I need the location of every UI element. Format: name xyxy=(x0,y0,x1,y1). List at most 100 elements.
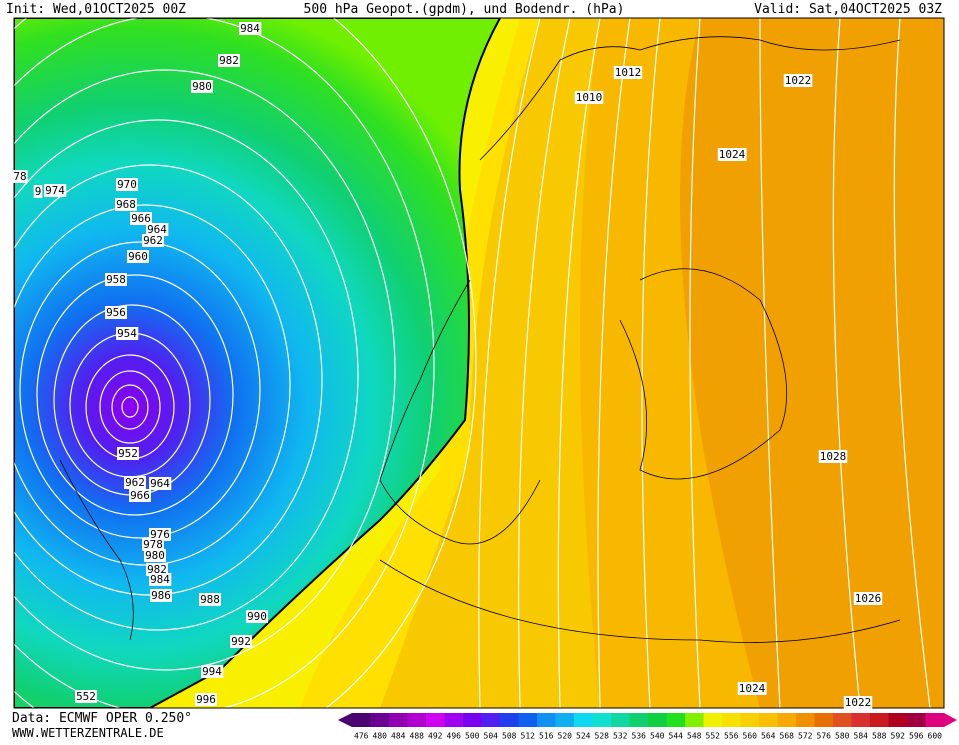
isobar-label: 990 xyxy=(247,610,267,623)
colorbar-swatch xyxy=(518,713,538,727)
colorbar-label: 516 xyxy=(539,732,554,741)
colorbar-swatch xyxy=(537,713,556,727)
colorbar-label: 596 xyxy=(909,732,924,741)
isobar-label: 960 xyxy=(128,250,148,263)
colorbar-swatch xyxy=(740,713,760,727)
label-box xyxy=(44,184,67,197)
label-box xyxy=(717,148,747,161)
isobar-label: 986 xyxy=(151,589,171,602)
valid-time: Valid: Sat,04OCT2025 03Z xyxy=(754,2,942,17)
label-box xyxy=(246,610,268,623)
colorbar-label: 544 xyxy=(669,732,684,741)
isobar-label: 970 xyxy=(117,178,137,191)
isobar-label: 962 xyxy=(143,234,163,247)
colorbar-label: 492 xyxy=(428,732,443,741)
label-box xyxy=(33,185,43,198)
colorbar-swatch xyxy=(574,713,593,727)
colorbar-swatch xyxy=(648,713,667,727)
map-title: 500 hPa Geopot.(gpdm), und Bodendr. (hPa… xyxy=(304,2,625,17)
colorbar-swatch xyxy=(722,713,741,727)
isobar-label: 962 xyxy=(125,476,145,489)
isobar-label: 1024 xyxy=(719,148,746,161)
colorbar-swatch xyxy=(481,713,501,727)
colorbar-label: 500 xyxy=(465,732,480,741)
colorbar-swatch xyxy=(592,713,612,727)
colorbar-label: 548 xyxy=(687,732,702,741)
colorbar-label: 580 xyxy=(835,732,850,741)
isobar-label: 966 xyxy=(131,212,151,225)
label-box xyxy=(124,476,146,489)
colorbar-swatch xyxy=(888,713,908,727)
label-box xyxy=(149,528,171,541)
isobar-label: 1012 xyxy=(615,66,642,79)
label-box xyxy=(105,273,127,286)
label-box xyxy=(146,563,168,576)
colorbar-swatch xyxy=(555,713,575,727)
label-box xyxy=(129,489,151,502)
label-box xyxy=(150,589,172,602)
colorbar-label: 528 xyxy=(595,732,610,741)
colorbar-swatch xyxy=(463,713,482,727)
isobar-label: 78 xyxy=(13,170,26,183)
colorbar-swatch xyxy=(407,713,427,727)
colorbar-label: 560 xyxy=(743,732,758,741)
label-box xyxy=(127,250,149,263)
isobar-label: 964 xyxy=(150,477,170,490)
isobar-label: 982 xyxy=(219,54,239,67)
colorbar-label: 488 xyxy=(410,732,425,741)
isobar-label: 952 xyxy=(118,447,138,460)
colorbar-swatch xyxy=(352,713,371,727)
label-box xyxy=(843,696,873,709)
isobar-label: 982 xyxy=(147,563,167,576)
colorbar-swatch xyxy=(703,713,723,727)
colorbar-swatch xyxy=(500,713,519,727)
colorbar-swatch xyxy=(796,713,815,727)
isobar-label: 1010 xyxy=(576,91,603,104)
isobars xyxy=(14,18,931,708)
colorbar-label: 588 xyxy=(872,732,887,741)
label-box xyxy=(117,447,139,460)
website: WWW.WETTERZENTRALE.DE xyxy=(12,726,164,740)
colorbar-label: 552 xyxy=(706,732,721,741)
isobar-label: 964 xyxy=(147,223,167,236)
isobar-label: 1022 xyxy=(845,696,872,709)
isobar-label: 552 xyxy=(76,690,96,703)
init-time: Init: Wed,01OCT2025 00Z xyxy=(6,2,186,17)
label-box xyxy=(239,22,262,35)
colorbar-label: 576 xyxy=(817,732,832,741)
colorbar-swatch xyxy=(629,713,649,727)
coastlines xyxy=(59,36,901,643)
colorbar-swatch xyxy=(666,713,686,727)
label-box xyxy=(130,212,152,225)
colorbar-swatch xyxy=(444,713,464,727)
label-box xyxy=(218,54,240,67)
colorbar-label: 524 xyxy=(576,732,591,741)
colorbar-label: 512 xyxy=(521,732,536,741)
map-frame xyxy=(13,17,945,709)
label-box xyxy=(149,477,172,490)
label-box xyxy=(116,327,139,340)
colorbar-swatch xyxy=(851,713,871,727)
colorbar-swatch xyxy=(814,713,834,727)
label-box xyxy=(818,450,848,463)
colorbar-label: 504 xyxy=(484,732,499,741)
colorbar-arrow xyxy=(338,713,352,727)
colorbar-swatch xyxy=(759,713,778,727)
isobar-label: 9 xyxy=(35,185,42,198)
isobar-label: 968 xyxy=(116,198,136,211)
isobar-label: 956 xyxy=(106,306,126,319)
label-box xyxy=(144,549,166,562)
label-box xyxy=(12,170,28,183)
label-box xyxy=(142,538,164,551)
colorbar-swatch xyxy=(833,713,852,727)
isobar-label: 974 xyxy=(45,184,65,197)
colorbar-label: 480 xyxy=(373,732,388,741)
colorbar-swatch xyxy=(907,713,926,727)
label-box xyxy=(199,593,221,606)
isobar-label: 1028 xyxy=(820,450,847,463)
label-box xyxy=(195,693,217,706)
label-box xyxy=(191,80,213,93)
isobar-label: 980 xyxy=(192,80,212,93)
